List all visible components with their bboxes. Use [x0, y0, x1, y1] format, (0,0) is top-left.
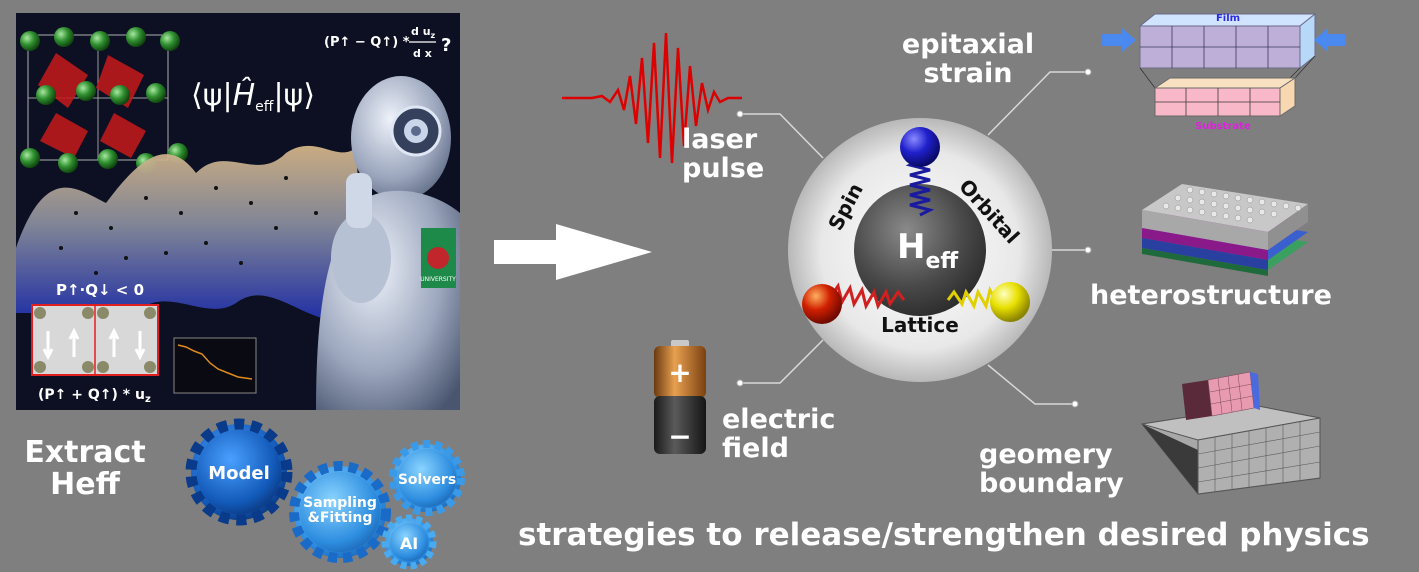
orbital-ball — [990, 282, 1030, 322]
spin-ball — [900, 127, 940, 167]
gear-sampling — [289, 461, 391, 563]
gear-model: Model — [185, 418, 293, 526]
lattice-ball — [802, 284, 842, 324]
gear-ai: AI — [381, 514, 437, 570]
lattice-spring — [828, 282, 906, 310]
surface-dots — [59, 176, 318, 275]
svg-text:Solvers: Solvers — [398, 472, 456, 488]
spin-diagram — [31, 304, 159, 376]
formula-top: (P↑ − Q↑) * — [324, 35, 410, 50]
strategies-caption: strategies to release/strengthen desired… — [518, 517, 1370, 553]
energy-surface — [16, 145, 366, 322]
spin-spring — [905, 158, 935, 217]
formula-bottom: (P↑ + Q↑) * uz — [38, 387, 151, 405]
left-panel-art: UNIVERSITY (P↑ − Q↑) * d uz d x ? ⟨ψ|Ĥef… — [16, 25, 460, 410]
laser-pulse-icon — [562, 32, 742, 164]
geometry-boundary-icon — [1141, 371, 1321, 495]
film-substrate-diagram: Film Substrate — [1102, 12, 1346, 132]
electric-field-label: electric field — [722, 404, 836, 465]
svg-text:?: ? — [441, 35, 451, 56]
crystal-lattice — [20, 27, 188, 173]
left-compress-arrow-icon — [1102, 28, 1136, 52]
connector-dots — [736, 68, 1092, 408]
heterostructure-icon — [1142, 184, 1308, 276]
substrate-label: Substrate — [1195, 121, 1251, 132]
svg-text:AI: AI — [400, 534, 418, 553]
heff-symbol: Heff — [897, 227, 959, 274]
film-label: Film — [1216, 13, 1240, 24]
svg-text:d x: d x — [413, 47, 432, 60]
laser-pulse-label: laser pulse — [682, 124, 765, 185]
svg-text:d uz: d uz — [411, 25, 436, 40]
lattice-label: Lattice — [881, 313, 959, 337]
gear-sampling-label: Sampling &Fitting — [303, 495, 377, 527]
small-plot — [173, 337, 257, 394]
heterostructure-label: heterostructure — [1090, 280, 1332, 311]
right-compress-arrow-icon — [1314, 28, 1346, 52]
hamiltonian-braket: ⟨ψ|Ĥeff|ψ⟩ — [191, 77, 315, 115]
left-panel: UNIVERSITY (P↑ − Q↑) * d uz d x ? ⟨ψ|Ĥef… — [16, 13, 460, 410]
battery-minus: − — [668, 420, 691, 453]
center-diagram: Heff Spin Orbital Lattice — [736, 68, 1092, 408]
extract-heff-title: Extract Heff — [24, 435, 146, 503]
gear-solvers: Solvers — [389, 440, 465, 516]
geometry-boundary-label: geomery boundary — [979, 439, 1124, 500]
svg-text:Model: Model — [208, 463, 270, 484]
robot-figure: UNIVERSITY — [316, 76, 460, 410]
battery-plus: + — [668, 356, 691, 389]
gears: Model Solvers AI — [185, 418, 465, 570]
core-sphere — [854, 184, 986, 316]
inequality: P↑·Q↓ < 0 — [56, 281, 144, 299]
epitaxial-strain-label: epitaxial strain — [901, 29, 1035, 90]
connector-lines — [740, 71, 1088, 405]
logo-text: UNIVERSITY — [420, 276, 456, 283]
battery-icon: + − — [654, 340, 706, 454]
right-arrow-icon — [494, 224, 652, 280]
